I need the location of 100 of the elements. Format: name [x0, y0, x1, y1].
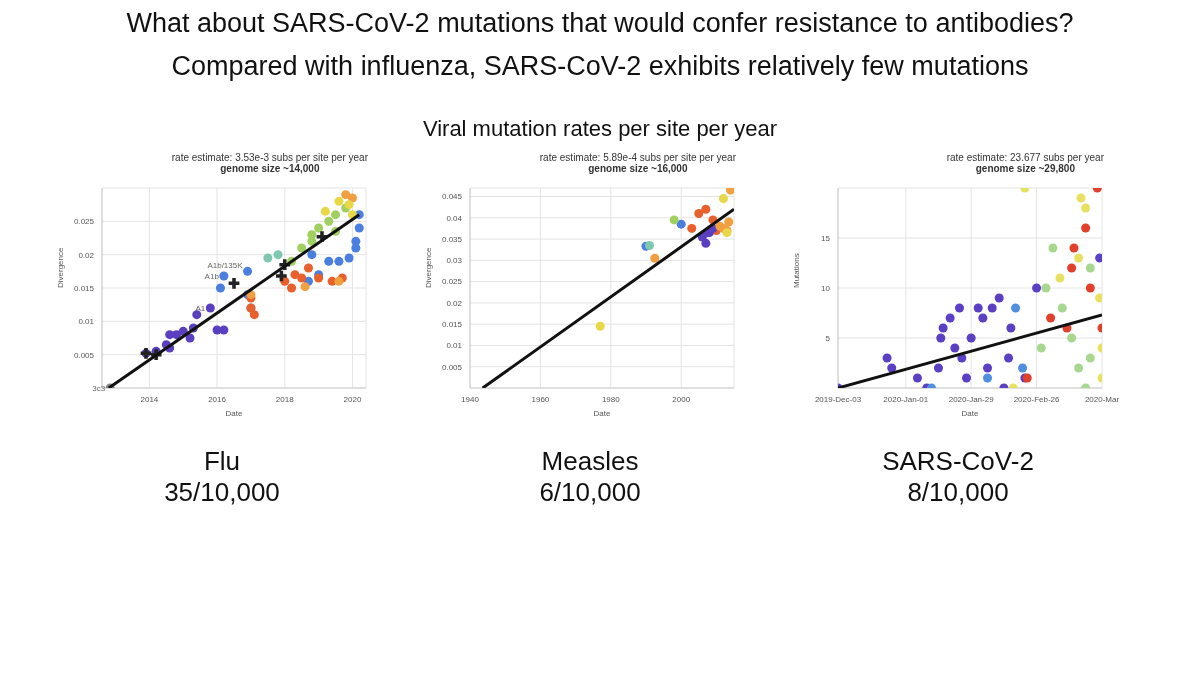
point	[228, 277, 240, 289]
text: rate estimate: 3.53e-3 subs per site per year	[171, 152, 368, 163]
x-tick-label: 2020-Feb-26	[1013, 394, 1061, 404]
point	[936, 333, 946, 343]
point	[1074, 253, 1084, 263]
x-tick-label: 2020-Jan-01	[883, 394, 929, 404]
point	[324, 256, 334, 266]
point	[1076, 193, 1086, 203]
text: 6/10,000	[538, 477, 642, 508]
point	[973, 303, 983, 313]
y-tick-label: 0.01	[446, 341, 463, 351]
point	[724, 217, 734, 227]
text: 35/10,000	[163, 477, 281, 508]
point	[1048, 243, 1058, 253]
point	[351, 236, 361, 246]
point	[1057, 303, 1067, 313]
point	[344, 253, 354, 263]
y-axis-title: Mutations	[791, 253, 801, 288]
point	[1081, 203, 1091, 213]
point	[331, 210, 341, 220]
point	[1085, 263, 1095, 273]
point	[1081, 223, 1091, 233]
point	[966, 333, 976, 343]
point	[1006, 323, 1016, 333]
point	[324, 216, 334, 226]
y-tick-label: 0.005	[73, 350, 95, 360]
x-tick-label: 2020	[343, 394, 362, 404]
point	[219, 325, 229, 335]
point	[650, 253, 660, 263]
point	[205, 303, 215, 313]
x-tick-label: 2019-Dec-03	[814, 394, 862, 404]
point	[718, 194, 728, 204]
point	[701, 238, 711, 248]
point	[1067, 263, 1077, 273]
y-tick-label: 0.04	[446, 213, 463, 223]
point	[192, 310, 202, 320]
point	[1011, 303, 1021, 313]
point	[314, 223, 324, 233]
point	[983, 363, 993, 373]
annotation: A1	[195, 303, 206, 313]
y-tick-label: 0.035	[441, 234, 463, 244]
point	[983, 373, 993, 383]
point	[725, 188, 734, 195]
x-tick-label: 1960	[531, 394, 550, 404]
text: SARS-CoV-2	[881, 446, 1035, 477]
point	[1004, 353, 1014, 363]
point	[334, 196, 344, 206]
point	[1055, 273, 1065, 283]
point	[1018, 363, 1028, 373]
text: genome size ~29,800	[974, 163, 1075, 174]
point	[1074, 363, 1084, 373]
y-tick-label: 0.045	[441, 192, 463, 202]
point	[933, 363, 943, 373]
text: rate estimate: 5.89e-4 subs per site per year	[539, 152, 736, 163]
point	[994, 293, 1004, 303]
point	[303, 263, 313, 273]
point	[961, 373, 972, 383]
point	[300, 282, 310, 292]
text: Flu	[202, 446, 242, 477]
y-tick-label: 10	[821, 283, 831, 293]
text: Compared with influenza, SARS-CoV-2 exhibits relatively few mutations	[170, 51, 1030, 82]
text: Viral mutation rates per site per year	[421, 116, 779, 142]
point	[694, 209, 704, 219]
y-tick-label: 5	[825, 333, 831, 343]
point	[882, 353, 892, 363]
annotation: A1b	[204, 271, 220, 281]
x-tick-label: 2018	[275, 394, 295, 404]
x-axis-title: Date	[961, 409, 979, 418]
point	[341, 190, 351, 200]
text: 8/10,000	[906, 477, 1010, 508]
annotation: A1b/135K	[207, 260, 244, 270]
point	[669, 215, 679, 225]
point	[687, 223, 697, 233]
point	[287, 283, 297, 293]
text: rate estimate: 23.677 subs per year	[946, 152, 1104, 163]
y-axis-title: Divergence	[55, 246, 65, 288]
point	[215, 283, 225, 293]
point	[945, 313, 955, 323]
annotation: 3c3	[92, 383, 106, 393]
point	[307, 250, 317, 260]
point	[987, 303, 997, 313]
x-tick-label: 2000	[672, 394, 691, 404]
y-tick-label: 0.025	[441, 277, 463, 287]
point	[354, 223, 364, 233]
text: What about SARS-CoV-2 mutations that would confer resistance to antibodies?	[125, 8, 1075, 39]
y-tick-label: 0.025	[73, 217, 95, 227]
point	[645, 240, 655, 250]
point	[912, 373, 922, 383]
x-tick-label: 2016	[208, 394, 227, 404]
y-tick-label: 0.015	[73, 283, 95, 293]
point	[950, 343, 960, 353]
y-axis-title: Divergence	[423, 246, 433, 288]
point	[978, 313, 988, 323]
y-tick-label: 0.02	[446, 298, 463, 308]
text: Measles	[540, 446, 640, 477]
point	[1067, 333, 1077, 343]
x-tick-label: 2014	[140, 394, 159, 404]
point	[249, 310, 259, 320]
y-tick-label: 0.03	[446, 256, 463, 266]
point	[276, 270, 287, 282]
